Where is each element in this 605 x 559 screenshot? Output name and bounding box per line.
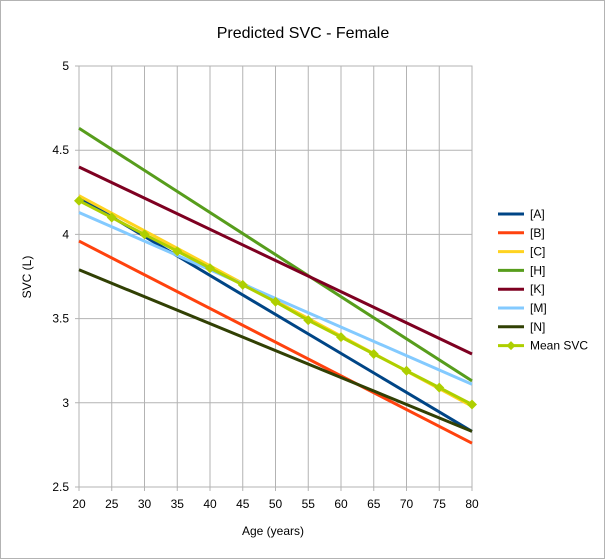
x-tick-label: 45 — [236, 497, 250, 511]
legend-label: [N] — [530, 320, 545, 334]
x-tick-label: 75 — [433, 497, 447, 511]
series-line-5 — [78, 165, 473, 356]
data-point-marker — [139, 229, 150, 240]
legend-label: [B] — [530, 226, 545, 240]
y-tick-label: 2.5 — [52, 480, 69, 494]
data-point-marker — [467, 399, 477, 410]
x-tick-label: 55 — [302, 497, 316, 511]
x-tick-label: 80 — [465, 497, 479, 511]
data-point-marker — [303, 315, 314, 326]
data-point-marker — [270, 296, 281, 307]
y-tick-label: 3 — [62, 396, 69, 410]
data-point-marker — [172, 246, 183, 257]
y-axis-label: SVC (L) — [20, 256, 34, 299]
data-point-marker — [336, 332, 346, 343]
x-axis-label: Age (years) — [242, 524, 304, 538]
x-tick-label: 50 — [269, 497, 283, 511]
legend-label: [A] — [530, 207, 545, 221]
x-tick-label: 40 — [203, 497, 217, 511]
axes: 20 25 30 35 40 45 50 55 60 65 70 75 80 5 4.5 4 3.5 3 2.5 — [52, 59, 479, 511]
legend-marker — [506, 341, 516, 351]
x-tick-label: 60 — [334, 497, 348, 511]
x-tick-label: 30 — [138, 497, 152, 511]
legend-label: [K] — [530, 282, 545, 296]
legend-label: [M] — [530, 301, 547, 315]
series-layer — [74, 127, 477, 445]
x-tick-label: 25 — [105, 497, 119, 511]
y-tick-label: 3.5 — [52, 312, 69, 326]
y-tick-label: 4 — [62, 227, 69, 241]
series-line-4 — [78, 127, 473, 383]
x-tick-label: 65 — [367, 497, 381, 511]
chart-title: Predicted SVC - Female — [217, 25, 390, 42]
x-tick-label: 70 — [400, 497, 414, 511]
gridlines — [75, 65, 473, 491]
x-tick-label: 20 — [72, 497, 86, 511]
x-tick-label: 35 — [171, 497, 185, 511]
data-point-marker — [237, 279, 248, 290]
data-point-marker — [368, 348, 379, 359]
data-point-marker — [205, 263, 215, 274]
data-point-marker — [74, 195, 84, 206]
data-point-marker — [401, 365, 412, 376]
series-line-7 — [78, 268, 473, 433]
series-line-2 — [78, 239, 473, 445]
legend-label: [C] — [530, 245, 545, 259]
data-point-marker — [434, 382, 445, 393]
data-point-marker — [106, 212, 117, 223]
legend-label: Mean SVC — [530, 339, 588, 353]
plot-area — [78, 65, 473, 488]
legend: [A] [B] [C] [H] [K] [M] [N] Mean SVC — [498, 207, 588, 353]
legend-label: [H] — [530, 263, 545, 277]
y-tick-label: 5 — [62, 59, 69, 73]
y-tick-label: 4.5 — [52, 143, 69, 157]
